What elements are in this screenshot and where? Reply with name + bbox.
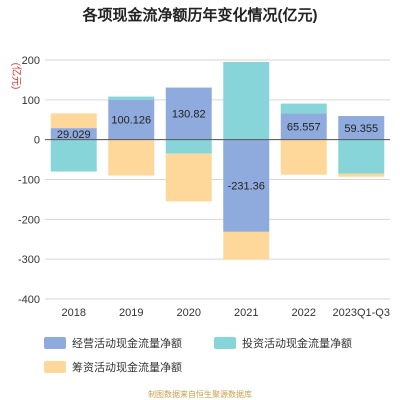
legend-swatch-operating <box>44 337 66 349</box>
bar-financing-2022[interactable] <box>280 139 327 175</box>
y-tick-label: 100 <box>22 95 40 107</box>
x-tick-label: 2019 <box>119 307 143 319</box>
data-label-2018: 29.029 <box>57 129 91 141</box>
legend-label-financing: 筹资活动现金流量净额 <box>72 362 182 374</box>
bar-operating-2018[interactable] <box>50 128 97 140</box>
bar-operating-2019[interactable] <box>108 99 155 140</box>
y-tick-label: 200 <box>22 55 40 67</box>
y-tick-labels: -400 -300 -200 -100 0 100 200 <box>18 55 40 306</box>
bar-investing-2022[interactable] <box>280 103 327 114</box>
bar-operating-2021[interactable] <box>223 139 270 232</box>
y-tick-label: -200 <box>18 214 40 226</box>
bar-financing-2019[interactable] <box>108 139 155 176</box>
x-tick-label: 2018 <box>62 307 86 319</box>
y-tick-label: -300 <box>18 254 40 266</box>
bar-financing-2018[interactable] <box>50 113 97 129</box>
bar-operating-2023Q1-Q3[interactable] <box>338 116 385 140</box>
legend-label-investing: 投资活动现金流量净额 <box>242 338 352 350</box>
x-tick-label: 2021 <box>234 307 258 319</box>
legend-item-investing[interactable]: 投资活动现金流量净额 <box>214 335 352 351</box>
data-label-2022: 65.557 <box>287 122 321 134</box>
footer-note: 制图数据来自恒生聚源数据库 <box>148 390 252 399</box>
y-axis-label: (亿元) <box>10 63 23 90</box>
legend-label-operating: 经营活动现金流量净额 <box>72 338 182 350</box>
bar-operating-2020[interactable] <box>165 87 212 140</box>
bar-investing-2021[interactable] <box>223 61 270 140</box>
bar-investing-2020[interactable] <box>165 139 212 154</box>
data-label-2020: 130.82 <box>172 109 206 121</box>
legend-swatch-investing <box>214 337 236 349</box>
x-tick-label: 2023Q1-Q3 <box>333 307 390 319</box>
bar-investing-2018[interactable] <box>50 139 97 172</box>
bar-financing-2023Q1-Q3[interactable] <box>338 173 385 177</box>
x-tick-label: 2020 <box>177 307 201 319</box>
y-tick-label: 0 <box>34 135 40 147</box>
bar-financing-2021[interactable] <box>223 231 270 260</box>
legend-item-financing[interactable]: 筹资活动现金流量净额 <box>44 359 182 375</box>
y-tick-label: -400 <box>18 294 40 306</box>
bar-investing-2023Q1-Q3[interactable] <box>338 139 385 174</box>
chart-title: 各项现金流净额历年变化情况(亿元) <box>82 7 318 24</box>
bars-layer <box>50 61 385 260</box>
x-tick-labels: 2018 2019 2020 2021 2022 2023Q1-Q3 <box>62 307 390 319</box>
data-labels-layer: 29.029 100.126 130.82 -231.36 65.557 59.355 <box>57 109 378 193</box>
x-tick-label: 2022 <box>292 307 316 319</box>
bar-investing-2019[interactable] <box>108 96 155 100</box>
grid-lines <box>45 59 390 300</box>
legend-item-operating[interactable]: 经营活动现金流量净额 <box>44 335 182 351</box>
bar-operating-2022[interactable] <box>280 113 327 140</box>
data-label-2023Q1-Q3: 59.355 <box>344 123 378 135</box>
y-tick-label: -100 <box>18 175 40 187</box>
data-label-2021: -231.36 <box>228 181 265 193</box>
data-label-2019: 100.126 <box>111 115 151 127</box>
bar-financing-2020[interactable] <box>165 153 212 202</box>
legend-swatch-financing <box>44 361 66 373</box>
